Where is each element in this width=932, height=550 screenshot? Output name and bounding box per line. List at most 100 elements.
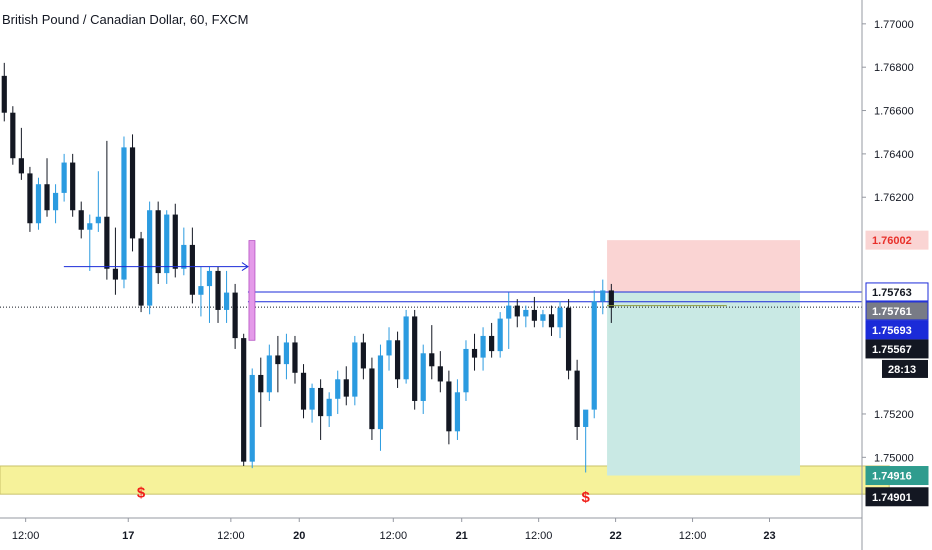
- price-label: 1.75567: [872, 344, 912, 356]
- y-tick-label: 1.77000: [874, 19, 914, 31]
- dollar-marker: $: [137, 484, 146, 501]
- candle-body: [147, 210, 153, 306]
- candle-body: [318, 387, 324, 417]
- price-label: 1.76002: [872, 235, 912, 247]
- signal-bar: [248, 240, 256, 341]
- price-label-box: [865, 339, 929, 359]
- x-tick-label: 12:00: [380, 530, 408, 542]
- x-tick-label: 12:00: [12, 530, 40, 542]
- y-tick-label: 1.76400: [874, 149, 914, 161]
- candle-body: [343, 379, 349, 397]
- candle-body: [471, 348, 478, 358]
- candle-body: [600, 290, 606, 302]
- candle-body: [1, 75, 7, 113]
- candle-body: [232, 292, 238, 339]
- y-tick-label: 1.76200: [874, 192, 914, 204]
- candle-body: [591, 301, 597, 410]
- candle-body: [292, 342, 298, 373]
- candle-body: [70, 162, 76, 211]
- candles-group: [1, 62, 614, 473]
- candle-body: [78, 210, 84, 230]
- candle-body: [352, 342, 358, 397]
- x-tick-label: 23: [763, 530, 775, 542]
- candle-body: [95, 216, 101, 224]
- candle-body: [87, 223, 93, 230]
- candle-body: [300, 372, 307, 410]
- candle-body: [386, 340, 392, 356]
- candle-body: [463, 348, 469, 393]
- x-tick-label: 22: [609, 530, 621, 542]
- candle-body: [249, 374, 255, 462]
- candle-body: [283, 342, 290, 365]
- candle-body: [429, 353, 435, 367]
- candle-body: [18, 158, 24, 174]
- candle-body: [181, 244, 187, 269]
- dollar-marker: $: [582, 489, 591, 506]
- candle-body: [112, 268, 119, 280]
- candle-body: [446, 381, 452, 432]
- countdown-label: 28:13: [888, 364, 916, 376]
- x-tick-label: 12:00: [679, 530, 707, 542]
- candle-body: [540, 314, 546, 321]
- candle-body: [121, 147, 127, 280]
- candle-body: [10, 112, 16, 159]
- candle-body: [360, 342, 366, 369]
- y-tick-label: 1.76600: [874, 106, 914, 118]
- candle-body: [514, 305, 520, 317]
- candle-body: [172, 214, 178, 269]
- price-label-box: [865, 282, 929, 302]
- candle-body: [215, 270, 221, 310]
- candle-body: [61, 162, 67, 193]
- price-label: 1.74901: [872, 492, 912, 504]
- candle-body: [266, 355, 272, 393]
- price-label: 1.75763: [872, 287, 912, 299]
- price-label: 1.75693: [872, 325, 912, 337]
- candle-body: [531, 309, 537, 321]
- price-label-box: [865, 230, 929, 250]
- candle-body: [241, 338, 247, 462]
- arrow-head: [241, 262, 249, 272]
- candle-body: [44, 184, 50, 211]
- candle-body: [480, 335, 486, 358]
- candle-body: [497, 318, 503, 352]
- price-label-box: [865, 301, 929, 321]
- candle-body: [394, 340, 401, 380]
- candle-body: [412, 316, 418, 401]
- candle-body: [189, 244, 195, 295]
- candle-body: [275, 355, 281, 365]
- candle-body: [557, 307, 563, 328]
- y-tick-label: 1.75000: [874, 452, 914, 464]
- candle-body: [223, 292, 230, 310]
- candle-body: [548, 314, 555, 328]
- y-tick-label: 1.75200: [874, 409, 914, 421]
- candle-body: [523, 309, 529, 317]
- candle-body: [565, 307, 572, 371]
- candle-body: [326, 398, 332, 417]
- candle-body: [574, 370, 580, 427]
- x-tick-label: 12:00: [217, 530, 245, 542]
- candle-body: [52, 192, 59, 211]
- price-label-box: [865, 466, 929, 486]
- stop-loss-zone: [607, 240, 800, 292]
- chart-title: British Pound / Canadian Dollar, 60, FXC…: [2, 12, 249, 27]
- candle-body: [258, 374, 264, 393]
- candle-body: [403, 316, 409, 380]
- candle-body: [138, 238, 144, 306]
- candle-body: [608, 290, 614, 308]
- candle-body: [420, 353, 426, 401]
- candle-body: [129, 147, 136, 239]
- candle-body: [583, 409, 589, 427]
- price-label-box: [865, 487, 929, 507]
- candle-body: [198, 286, 204, 295]
- candle-body: [489, 335, 495, 352]
- candle-body: [506, 305, 512, 319]
- y-tick-label: 1.76800: [874, 62, 914, 74]
- candle-body: [35, 184, 42, 224]
- candle-body: [335, 379, 341, 399]
- candle-body: [206, 270, 213, 287]
- candle-body: [454, 392, 461, 432]
- x-tick-label: 12:00: [525, 530, 553, 542]
- candle-body: [369, 368, 375, 430]
